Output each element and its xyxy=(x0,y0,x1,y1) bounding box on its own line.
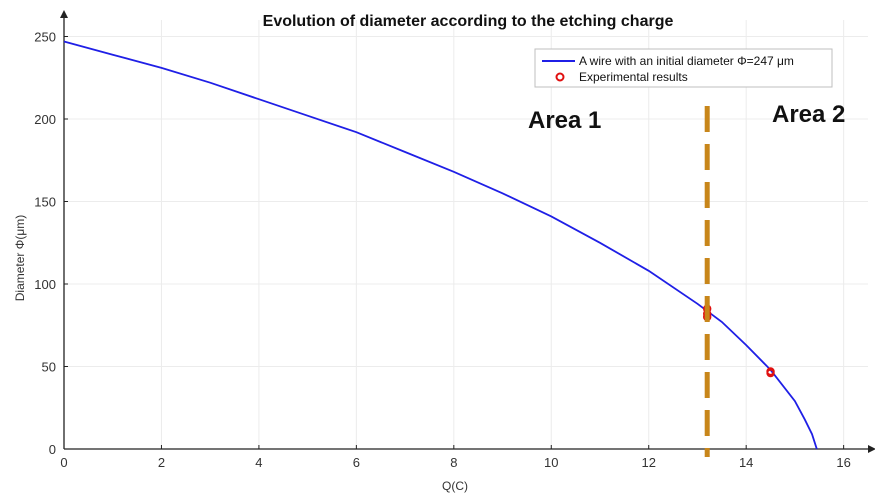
legend-entry-curve: A wire with an initial diameter Φ=247 μm xyxy=(579,54,794,68)
x-tick-label: 4 xyxy=(255,455,262,470)
y-tick-label: 250 xyxy=(34,30,56,45)
chart-title: Evolution of diameter according to the e… xyxy=(263,13,674,30)
y-tick-label: 100 xyxy=(34,277,56,292)
legend-marker-swatch xyxy=(555,72,565,82)
x-tick-label: 12 xyxy=(641,455,655,470)
y-tick-label: 0 xyxy=(49,442,56,457)
legend: A wire with an initial diameter Φ=247 μm… xyxy=(534,48,833,88)
tick-labels: 0 2 4 6 8 10 12 14 16 0 50 100 150 200 250 xyxy=(34,30,851,471)
y-axis-label: Diameter Φ(μm) xyxy=(13,215,27,302)
area-2-label: Area 2 xyxy=(772,101,845,128)
x-tick-label: 10 xyxy=(544,455,558,470)
x-tick-label: 14 xyxy=(739,455,753,470)
y-axis-arrow xyxy=(60,10,68,18)
x-tick-label: 8 xyxy=(450,455,457,470)
axes xyxy=(60,10,875,453)
diameter-curve xyxy=(63,40,818,450)
x-tick-label: 6 xyxy=(353,455,360,470)
legend-box xyxy=(534,48,833,88)
x-tick-label: 0 xyxy=(60,455,67,470)
x-axis-arrow xyxy=(868,445,875,453)
area-1-label: Area 1 xyxy=(528,107,601,134)
y-tick-label: 150 xyxy=(34,195,56,210)
x-tick-label: 2 xyxy=(158,455,165,470)
experimental-point xyxy=(766,368,775,378)
y-tick-label: 50 xyxy=(42,360,56,375)
x-tick-label: 16 xyxy=(836,455,850,470)
legend-entry-experimental: Experimental results xyxy=(579,70,688,84)
curve-layer xyxy=(63,40,818,450)
x-axis-label: Q(C) xyxy=(442,479,468,493)
y-tick-label: 200 xyxy=(34,112,56,127)
